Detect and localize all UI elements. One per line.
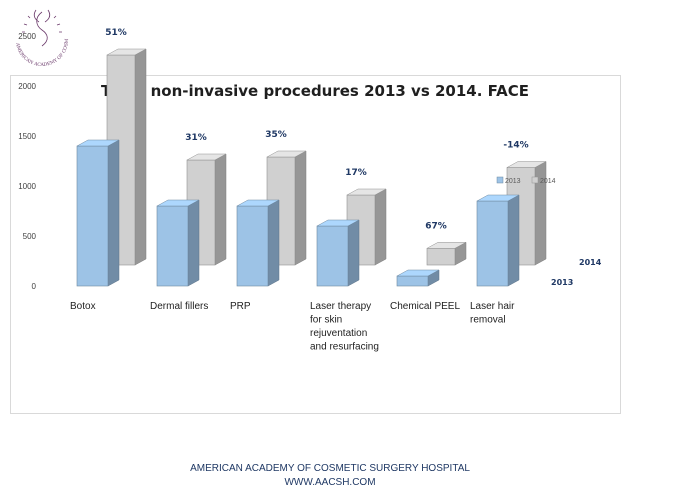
bar-2014-top xyxy=(346,188,387,196)
bar-2013-side xyxy=(187,199,200,287)
bar-2014-top xyxy=(426,242,467,249)
category-label: rejuventation xyxy=(310,328,367,339)
percent-change-label: 17% xyxy=(345,168,367,178)
academy-seal-logo: AMERICAN ACADEMY OF COSMETIC SURGERY HOS… xyxy=(6,4,70,68)
chart-title: TOP5 non-invasive procedures 2013 vs 201… xyxy=(100,82,530,100)
bar-2013 xyxy=(236,205,269,287)
category-label: for skin xyxy=(310,315,342,326)
category-label: Laser hair xyxy=(470,301,515,312)
bar-2014-side xyxy=(374,188,387,266)
bar-2013 xyxy=(316,225,349,287)
percent-change-label: 35% xyxy=(265,130,287,140)
category-label: removal xyxy=(470,315,506,326)
bar-2013-top xyxy=(396,269,440,277)
category-label: Laser therapy xyxy=(310,301,371,312)
bar-2014-side xyxy=(214,153,227,266)
y-tick-label: 2500 xyxy=(18,32,36,41)
y-tick-label: 2000 xyxy=(18,82,36,91)
percent-change-label: 51% xyxy=(105,28,127,38)
bar-2013 xyxy=(396,275,429,287)
bar-2014-side xyxy=(294,150,307,266)
legend-label-2013: 2013 xyxy=(505,178,521,185)
bar-2013-side xyxy=(267,199,280,287)
bar-2013-top xyxy=(476,194,520,202)
bar-2013-top xyxy=(156,199,200,207)
category-label: Chemical PEEL xyxy=(390,301,460,312)
bar-2014-top xyxy=(266,150,307,158)
percent-change-label: 67% xyxy=(425,221,447,231)
bar-2013-top xyxy=(236,199,280,207)
category-label: Botox xyxy=(70,301,96,312)
legend-swatch-2013 xyxy=(496,176,504,184)
depth-axis-label-2014: 2014 xyxy=(579,258,602,267)
bar-2013-side xyxy=(347,219,360,287)
bar-2014 xyxy=(426,248,456,266)
bar-2013-side xyxy=(107,139,120,287)
depth-axis-label-2013: 2013 xyxy=(551,278,573,287)
footer-website: WWW.AACSH.COM xyxy=(284,477,376,488)
bar-2014-top xyxy=(106,48,147,56)
bar-2013 xyxy=(156,205,189,287)
category-label: and resurfacing xyxy=(310,342,379,353)
legend-swatch-2014 xyxy=(531,176,539,184)
bar-2014-top xyxy=(186,153,227,161)
category-label: PRP xyxy=(230,301,251,312)
y-tick-label: 500 xyxy=(23,232,37,241)
y-tick-label: 1500 xyxy=(18,132,36,141)
bar-2014-top xyxy=(506,161,547,168)
footer-academy-name: AMERICAN ACADEMY OF COSMETIC SURGERY HOS… xyxy=(190,463,470,474)
bar-2013 xyxy=(476,200,509,287)
percent-change-label: 31% xyxy=(185,133,207,143)
y-tick-label: 1000 xyxy=(18,182,36,191)
legend-label-2014: 2014 xyxy=(540,178,556,185)
bar-2013-top xyxy=(316,219,360,227)
percent-change-label: -14% xyxy=(503,141,528,151)
bar-2014-side xyxy=(134,48,147,266)
bar-2013-top xyxy=(76,139,120,147)
y-tick-label: 0 xyxy=(32,282,37,291)
category-label: Dermal fillers xyxy=(150,301,208,312)
bar-2013 xyxy=(76,145,109,287)
bar-2013-side xyxy=(507,194,520,287)
